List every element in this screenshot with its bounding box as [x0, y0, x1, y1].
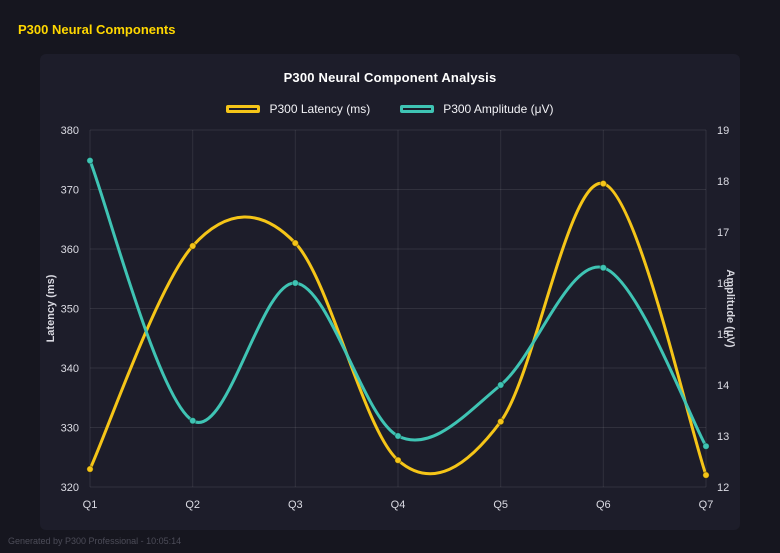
data-point	[394, 456, 402, 464]
left-tick-label: 380	[61, 125, 79, 137]
data-point	[189, 417, 197, 425]
left-tick-label: 350	[61, 304, 79, 316]
x-tick-label: Q1	[83, 499, 98, 511]
right-tick-label: 14	[717, 380, 729, 392]
legend-item[interactable]: P300 Amplitude (μV)	[400, 102, 554, 116]
data-point	[702, 442, 710, 450]
x-tick-label: Q4	[391, 499, 406, 511]
chart-canvas: 320 330 340 350 360 370 380 12 13 14 15 16 17 18 19 Q1 Q…	[45, 125, 736, 511]
right-tick-label: 17	[717, 227, 729, 239]
left-axis-title: Latency (ms)	[45, 274, 57, 342]
footer-text: Generated by P300 Professional - 10:05:1…	[8, 536, 182, 546]
chart-legend: P300 Latency (ms) P300 Amplitude (μV)	[40, 102, 740, 116]
data-point	[394, 432, 402, 440]
right-axis-title: Amplitude (μV)	[724, 269, 736, 348]
left-tick-label: 330	[61, 423, 79, 435]
data-point	[86, 156, 94, 165]
page-title: P300 Neural Components	[18, 22, 176, 37]
left-tick-label: 320	[61, 482, 79, 494]
chart-card: P300 Neural Component Analysis P300 Late…	[40, 54, 740, 530]
x-tick-label: Q5	[493, 499, 508, 511]
data-point	[497, 381, 505, 389]
data-point	[189, 242, 197, 250]
data-point	[702, 471, 710, 479]
right-tick-label: 18	[717, 176, 729, 188]
left-tick-label: 360	[61, 244, 79, 256]
right-tick-label: 13	[717, 431, 729, 443]
data-point	[599, 264, 607, 272]
x-tick-label: Q3	[288, 499, 303, 511]
data-point	[86, 465, 94, 473]
right-tick-label: 16	[717, 278, 729, 290]
legend-item[interactable]: P300 Latency (ms)	[226, 102, 370, 116]
data-point	[291, 239, 300, 247]
legend-swatch	[400, 105, 435, 113]
data-point	[599, 179, 607, 188]
right-tick-label: 12	[717, 482, 729, 494]
x-tick-label: Q2	[185, 499, 200, 511]
legend-label: P300 Amplitude (μV)	[443, 102, 554, 116]
data-point	[497, 417, 505, 426]
right-tick-label: 15	[717, 329, 729, 341]
x-tick-label: Q6	[596, 499, 611, 511]
chart-title: P300 Neural Component Analysis	[283, 70, 497, 85]
legend-swatch	[226, 105, 261, 113]
right-tick-label: 19	[717, 125, 729, 137]
legend-label: P300 Latency (ms)	[269, 102, 371, 116]
left-tick-label: 370	[61, 185, 79, 197]
data-point	[291, 279, 300, 287]
x-tick-label: Q7	[699, 499, 714, 511]
left-tick-label: 340	[61, 363, 79, 375]
